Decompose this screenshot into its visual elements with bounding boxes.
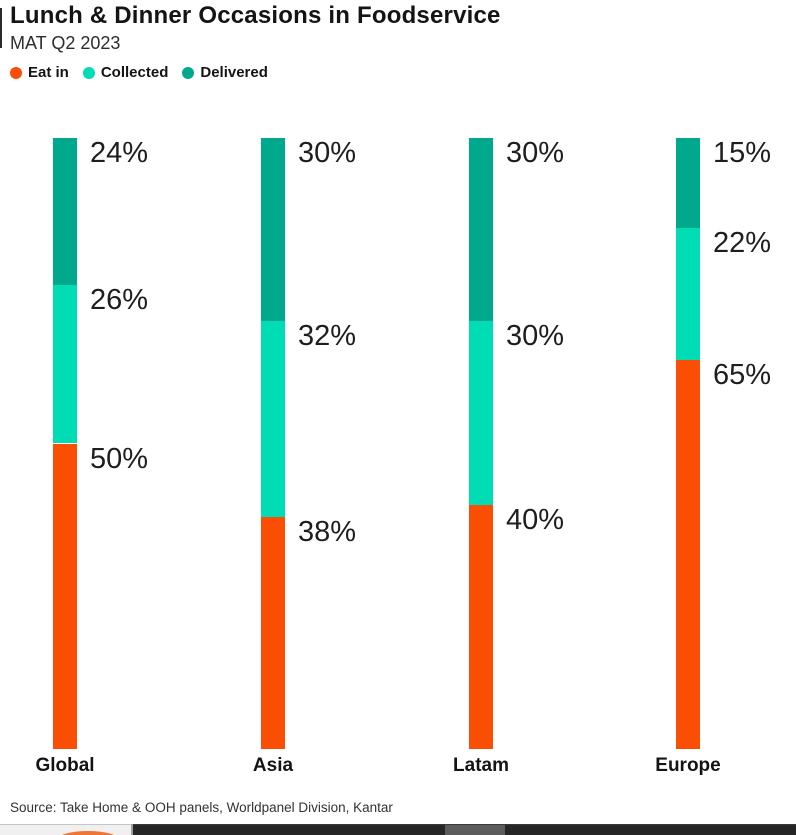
legend-item-eat-in: Eat in — [10, 64, 69, 81]
bar-segment-europe-collected — [676, 227, 700, 360]
bottom-strip-left-panel — [0, 824, 131, 835]
bar-segment-asia-collected — [261, 321, 285, 517]
value-label-global-collected: 26% — [90, 283, 149, 316]
bar-segment-europe-delivered — [676, 138, 700, 228]
bar-segment-latam-delivered — [469, 138, 493, 322]
bottom-strip-divider — [131, 824, 133, 835]
value-label-europe-eat-in: 65% — [713, 358, 772, 391]
legend-label: Collected — [100, 64, 169, 81]
value-label-latam-eat-in: 40% — [506, 503, 565, 536]
bar-segment-latam-eat-in — [469, 504, 493, 749]
value-label-asia-collected: 32% — [298, 320, 357, 353]
category-label-latam: Latam — [453, 755, 509, 776]
legend-label: Eat in — [28, 64, 69, 81]
partial-logo-arc-icon — [58, 831, 118, 835]
value-label-europe-collected: 22% — [713, 226, 772, 259]
page-subtitle: MAT Q2 2023 — [10, 33, 121, 53]
category-label-asia: Asia — [252, 755, 294, 776]
legend-dot-icon — [82, 66, 95, 79]
value-label-global-eat-in: 50% — [90, 442, 149, 475]
bar-segment-europe-eat-in — [676, 359, 700, 749]
page-title: Lunch & Dinner Occasions in Foodservice — [10, 2, 501, 29]
bottom-strip-light-segment — [445, 825, 505, 835]
bar-segment-global-collected — [53, 284, 77, 444]
value-label-latam-collected: 30% — [506, 320, 565, 353]
bar-segment-global-delivered — [53, 138, 77, 285]
value-label-asia-eat-in: 38% — [298, 515, 357, 548]
bottom-ui-strip — [0, 824, 796, 835]
value-label-europe-delivered: 15% — [713, 137, 772, 169]
bar-segment-global-eat-in — [53, 443, 77, 749]
legend-dot-icon — [10, 66, 22, 79]
bar-segment-asia-delivered — [261, 138, 285, 322]
legend-item-collected: Collected — [82, 64, 169, 81]
category-label-global: Global — [35, 755, 95, 776]
value-label-latam-delivered: 30% — [506, 137, 565, 169]
bar-segment-latam-collected — [469, 321, 493, 505]
chart-legend: Eat in Collected Delivered — [10, 64, 268, 81]
bar-segment-asia-eat-in — [261, 516, 285, 749]
bottom-strip-dark-bar — [133, 824, 796, 835]
category-label-europe: Europe — [655, 755, 721, 776]
source-note: Source: Take Home & OOH panels, Worldpan… — [10, 800, 393, 815]
legend-label: Delivered — [200, 64, 268, 81]
legend-dot-icon — [182, 66, 195, 79]
value-label-global-delivered: 24% — [90, 137, 149, 169]
legend-item-delivered: Delivered — [182, 64, 268, 81]
value-label-asia-delivered: 30% — [298, 137, 357, 169]
left-edge-artifact — [0, 8, 2, 48]
